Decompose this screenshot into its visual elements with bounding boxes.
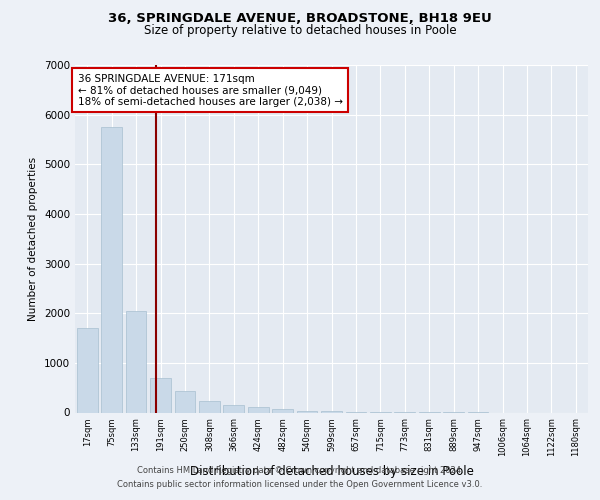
Y-axis label: Number of detached properties: Number of detached properties: [28, 156, 38, 321]
Bar: [125, 310, 146, 412]
Text: Contains public sector information licensed under the Open Government Licence v3: Contains public sector information licen…: [118, 480, 482, 489]
Bar: [77, 328, 98, 412]
Bar: [223, 404, 244, 412]
Bar: [101, 127, 122, 412]
Bar: [248, 407, 269, 412]
X-axis label: Distribution of detached houses by size in Poole: Distribution of detached houses by size …: [190, 464, 473, 477]
Text: Size of property relative to detached houses in Poole: Size of property relative to detached ho…: [143, 24, 457, 37]
Bar: [272, 409, 293, 412]
Bar: [150, 378, 171, 412]
Text: 36, SPRINGDALE AVENUE, BROADSTONE, BH18 9EU: 36, SPRINGDALE AVENUE, BROADSTONE, BH18 …: [108, 12, 492, 25]
Text: Contains HM Land Registry data © Crown copyright and database right 2024.: Contains HM Land Registry data © Crown c…: [137, 466, 463, 475]
Bar: [296, 410, 317, 412]
Text: 36 SPRINGDALE AVENUE: 171sqm
← 81% of detached houses are smaller (9,049)
18% of: 36 SPRINGDALE AVENUE: 171sqm ← 81% of de…: [77, 74, 343, 107]
Bar: [321, 411, 342, 412]
Bar: [199, 401, 220, 412]
Bar: [175, 391, 196, 412]
